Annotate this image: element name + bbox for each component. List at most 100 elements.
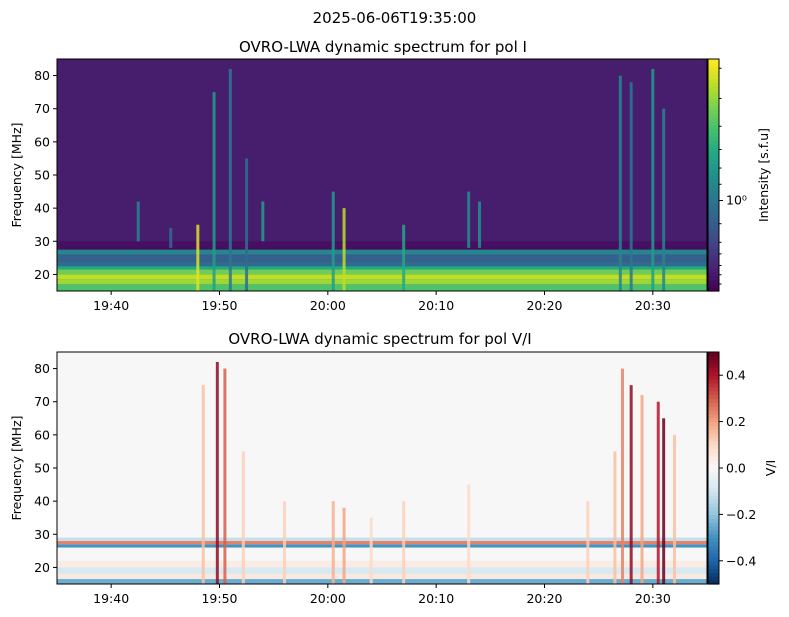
heatmap-burst — [662, 108, 666, 291]
panel-2-x-axis: 19:40 19:50 20:00 20:10 20:20 20:30 — [93, 584, 671, 606]
panel-2-title: OVRO-LWA dynamic spectrum for pol V/I — [228, 330, 531, 348]
colorbar-segment — [708, 256, 719, 261]
colorbar-segment — [708, 440, 719, 446]
colorbar-segment — [708, 410, 719, 415]
colorbar-segment — [708, 406, 719, 411]
colorbar-segment — [708, 105, 719, 110]
colorbar-segment — [708, 113, 719, 118]
heatmap-band — [57, 574, 707, 580]
colorbar-segment — [708, 205, 719, 211]
colorbar-segment — [708, 355, 719, 361]
colorbar-segment — [708, 421, 719, 427]
x-tick-label: 20:30 — [635, 591, 671, 606]
colorbar-segment — [708, 263, 719, 269]
colorbar-segment — [708, 529, 719, 535]
colorbar-segment — [708, 491, 719, 496]
colorbar-segment — [708, 495, 719, 500]
colorbar-segment — [708, 248, 719, 253]
y-tick-label: 40 — [34, 494, 50, 509]
colorbar-segment — [708, 155, 719, 161]
colorbar-segment — [708, 502, 719, 508]
colorbar-segment — [708, 178, 719, 184]
x-tick-label: 19:50 — [201, 298, 237, 313]
heatmap-band — [57, 567, 707, 575]
colorbar-segment — [708, 359, 719, 365]
colorbar-segment — [708, 244, 719, 250]
heatmap-burst — [656, 401, 660, 584]
colorbar-segment — [708, 124, 719, 130]
heatmap-burst — [228, 68, 232, 291]
colorbar-segment — [708, 390, 719, 396]
colorbar-segment — [708, 144, 719, 149]
panel-2-heatmap — [57, 352, 707, 584]
colorbar-segment — [708, 132, 719, 137]
x-tick-label: 20:00 — [310, 591, 346, 606]
colorbar-segment — [708, 498, 719, 504]
colorbar-segment — [708, 526, 719, 531]
colorbar-segment — [708, 437, 719, 442]
colorbar-segment — [708, 545, 719, 550]
colorbar-segment — [708, 147, 719, 153]
colorbar-segment — [708, 429, 719, 434]
colorbar-segment — [708, 221, 719, 226]
y-tick-label: 70 — [34, 101, 50, 116]
panel-2-y-axis-label: Frequency [MHz] — [9, 415, 24, 520]
panel-1-colorbar-label: Intensity [s.f.u] — [756, 128, 771, 222]
colorbar-segment — [708, 86, 719, 91]
y-tick-label: 30 — [34, 234, 50, 249]
colorbar-segment — [708, 537, 719, 543]
heatmap-burst — [467, 191, 471, 248]
colorbar-segment — [708, 151, 719, 157]
colorbar-segment — [708, 167, 719, 172]
colorbar-segment — [708, 413, 719, 419]
y-tick-label: 20 — [34, 267, 50, 282]
heatmap-burst — [283, 501, 286, 584]
x-tick-label: 20:20 — [526, 298, 562, 313]
colorbar-segment — [708, 452, 719, 457]
heatmap-burst — [201, 385, 205, 584]
colorbar-segment — [708, 240, 719, 246]
colorbar-segment — [708, 186, 719, 192]
heatmap-burst — [136, 201, 140, 242]
colorbar-tick-label: 0.2 — [726, 414, 746, 429]
colorbar-segment — [708, 117, 719, 122]
colorbar-segment — [708, 576, 719, 581]
panel-1-title: OVRO-LWA dynamic spectrum for pol I — [239, 38, 527, 56]
heatmap-burst — [651, 68, 655, 291]
panel-1-x-axis: 19:40 19:50 20:00 20:10 20:20 20:30 — [93, 291, 671, 313]
colorbar-segment — [708, 352, 719, 357]
y-tick-label: 50 — [34, 461, 50, 476]
colorbar-segment — [708, 386, 719, 392]
colorbar-segment — [708, 120, 719, 126]
heatmap-background — [57, 352, 707, 584]
colorbar-segment — [708, 109, 719, 114]
heatmap-band — [57, 266, 707, 270]
heatmap-burst — [261, 201, 265, 242]
y-tick-label: 60 — [34, 427, 50, 442]
heatmap-band — [57, 254, 707, 262]
heatmap-band — [57, 544, 707, 548]
heatmap-burst — [196, 224, 200, 291]
heatmap-burst — [629, 385, 633, 584]
heatmap-band — [57, 269, 707, 275]
colorbar-tick-label: −0.4 — [726, 553, 756, 568]
heatmap-burst — [618, 75, 622, 291]
heatmap-burst — [342, 208, 346, 291]
heatmap-burst — [640, 395, 644, 584]
colorbar-tick-label: 0.0 — [726, 461, 746, 476]
heatmap-band — [57, 234, 707, 242]
panel-1-colorbar: 10⁰ — [707, 58, 747, 292]
colorbar-segment — [708, 564, 719, 570]
colorbar-segment — [708, 89, 719, 95]
colorbar-segment — [708, 379, 719, 384]
colorbar-segment — [708, 483, 719, 488]
colorbar-segment — [708, 514, 719, 519]
colorbar-segment — [708, 456, 719, 461]
colorbar-segment — [708, 225, 719, 230]
colorbar-segment — [708, 371, 719, 376]
heatmap-burst — [169, 228, 173, 248]
heatmap-burst — [586, 501, 590, 584]
colorbar-segment — [708, 209, 719, 215]
heatmap-burst — [662, 418, 666, 584]
colorbar-segment — [708, 363, 719, 369]
